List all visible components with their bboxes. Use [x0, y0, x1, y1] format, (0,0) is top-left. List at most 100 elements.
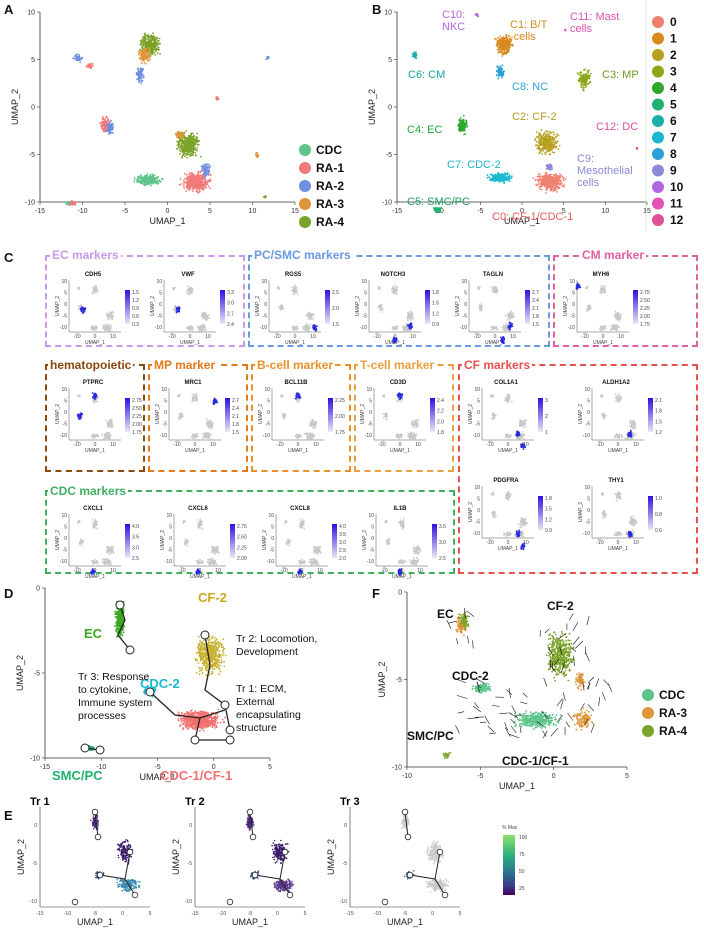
cell-cluster: [391, 325, 399, 331]
mini-scatter: [375, 284, 415, 344]
cell-cluster: [575, 282, 582, 290]
velocity-arrow: [565, 721, 570, 728]
velocity-arrow: [563, 692, 566, 701]
cell-cluster: [295, 392, 302, 400]
mini-y-tick: 5: [169, 525, 172, 531]
mini-scatter: [575, 282, 622, 336]
mini-x-tick: -10: [378, 442, 385, 448]
y-tick-label: -10: [382, 200, 392, 207]
mini-y-tick: 10: [61, 387, 67, 393]
velocity-arrow: [457, 679, 467, 684]
legend-swatch-cdc: [642, 689, 654, 701]
trajectory-path: [84, 604, 231, 751]
cell-cluster: [627, 531, 633, 538]
mini-y-tick: 0: [64, 536, 67, 542]
legend-label-4: 4: [670, 81, 677, 95]
panel-f-x-axis-label: UMAP_1: [499, 781, 535, 791]
feature-plot-cxcl1: CXCL1-100101050-5-10UMAP_1UMAP_24.03.53.…: [55, 506, 139, 580]
trajectory-node: [190, 735, 200, 745]
cell-cluster: [515, 529, 521, 538]
mini-y-label: UMAP_2: [578, 404, 584, 424]
legend-swatch-5: [652, 98, 664, 111]
panel-b-y-axis-label: UMAP_2: [367, 89, 377, 125]
mini-scatter: [597, 393, 637, 444]
cell-cluster: [76, 286, 81, 291]
cell-cluster: [599, 284, 607, 295]
feature-plot-cxcl6: CXCL6-100101050-5-10UMAP_1UMAP_22.752.50…: [160, 506, 247, 580]
x-tick-label: -5: [122, 208, 128, 215]
y-tick-label: -10: [340, 899, 347, 905]
feature-plot-title: PDGFRA: [493, 478, 519, 484]
mini-x-tick: -10: [168, 334, 175, 340]
mini-y-tick: 10: [156, 279, 162, 285]
marker-group-title: CF markers: [462, 358, 533, 372]
scatter-points: [64, 32, 270, 207]
velocity-arrow: [484, 715, 490, 725]
colorbar-tick: 1.8: [437, 430, 444, 436]
cell-cluster: [275, 331, 279, 336]
colorbar-tick: 2.7: [227, 311, 234, 317]
mini-x-label: UMAP_1: [185, 448, 205, 454]
cell-cluster: [75, 565, 79, 570]
mini-scatter: [488, 490, 528, 551]
mini-x-tick: -10: [581, 334, 588, 340]
cell-cluster: [494, 33, 514, 57]
y-tick-label: 0: [344, 823, 347, 829]
trajectory-label-0: EC: [84, 626, 103, 641]
cell-cluster: [490, 412, 497, 420]
cluster-label-line: Mesothelial: [577, 165, 633, 177]
cell-cluster: [574, 672, 586, 691]
trajectory-node: [126, 848, 134, 856]
colorbar-tick: 3.5: [339, 532, 346, 538]
mini-x-tick: -10: [280, 568, 287, 574]
colorbar-tick: 2.50: [237, 535, 247, 541]
mini-y-tick: 10: [584, 485, 590, 491]
cluster-label-line: C0: CF-1/CDC-1: [492, 211, 573, 223]
mini-x-tick: -10: [373, 334, 380, 340]
feature-plot-title: IL1B: [393, 506, 407, 512]
feature-plot-title: TAGLN: [483, 272, 503, 278]
feature-plot-title: RGS5: [285, 272, 302, 278]
velocity-label-0: EC: [437, 607, 454, 621]
feature-plot-thy1: THY1 -10 0 10 10 5 0 -5 -10 UMAP_1 UMAP_2 1.0 0.8 0.6: [578, 478, 662, 552]
mini-y-tick: -10: [365, 433, 372, 439]
mini-y-tick: -10: [263, 433, 270, 439]
colorbar-tick: 1.8: [232, 422, 239, 428]
cell-cluster: [291, 325, 299, 332]
trajectory-node: [125, 645, 135, 655]
colorbar: [125, 524, 130, 558]
x-tick-label: -15: [40, 764, 50, 771]
velocity-arrow: [466, 610, 475, 617]
x-tick-label: 15: [291, 208, 299, 215]
cell-cluster: [509, 710, 563, 731]
legend-label-0: 0: [670, 15, 677, 29]
mini-x-tick: 10: [215, 568, 221, 574]
colorbar-tick: 1.2: [655, 430, 662, 436]
cell-cluster: [105, 418, 114, 429]
mini-y-label: UMAP_2: [55, 530, 61, 550]
cell-cluster: [265, 55, 270, 61]
cell-cluster: [411, 418, 420, 429]
cell-cluster: [408, 557, 420, 566]
trajectory-node: [131, 891, 139, 899]
colorbar: [230, 524, 235, 558]
mini-y-tick: 0: [477, 410, 480, 416]
legend-label-ra-4: RA-4: [316, 215, 344, 229]
x-tick-label: -15: [191, 911, 198, 917]
marker-group-title: T-cell marker: [358, 358, 437, 372]
mini-y-label: UMAP_2: [262, 530, 268, 550]
x-tick-label: -5: [93, 911, 98, 917]
mini-y-tick: 10: [474, 485, 480, 491]
cell-cluster: [584, 285, 589, 290]
mini-scatter: [275, 284, 318, 336]
panel-b-x-axis-label: UMAP_1: [504, 216, 540, 226]
cluster-label-line: C10:: [442, 9, 465, 21]
y-tick-label: -5: [396, 677, 402, 684]
mini-y-tick: -10: [260, 325, 267, 331]
cell-cluster: [517, 517, 528, 529]
cell-cluster: [488, 538, 492, 542]
mini-y-tick: 0: [587, 508, 590, 514]
colorbar-tick: 2.00: [640, 314, 650, 320]
legend-label-ra-3: RA-3: [659, 706, 687, 720]
x-tick-label: 0: [121, 911, 124, 917]
